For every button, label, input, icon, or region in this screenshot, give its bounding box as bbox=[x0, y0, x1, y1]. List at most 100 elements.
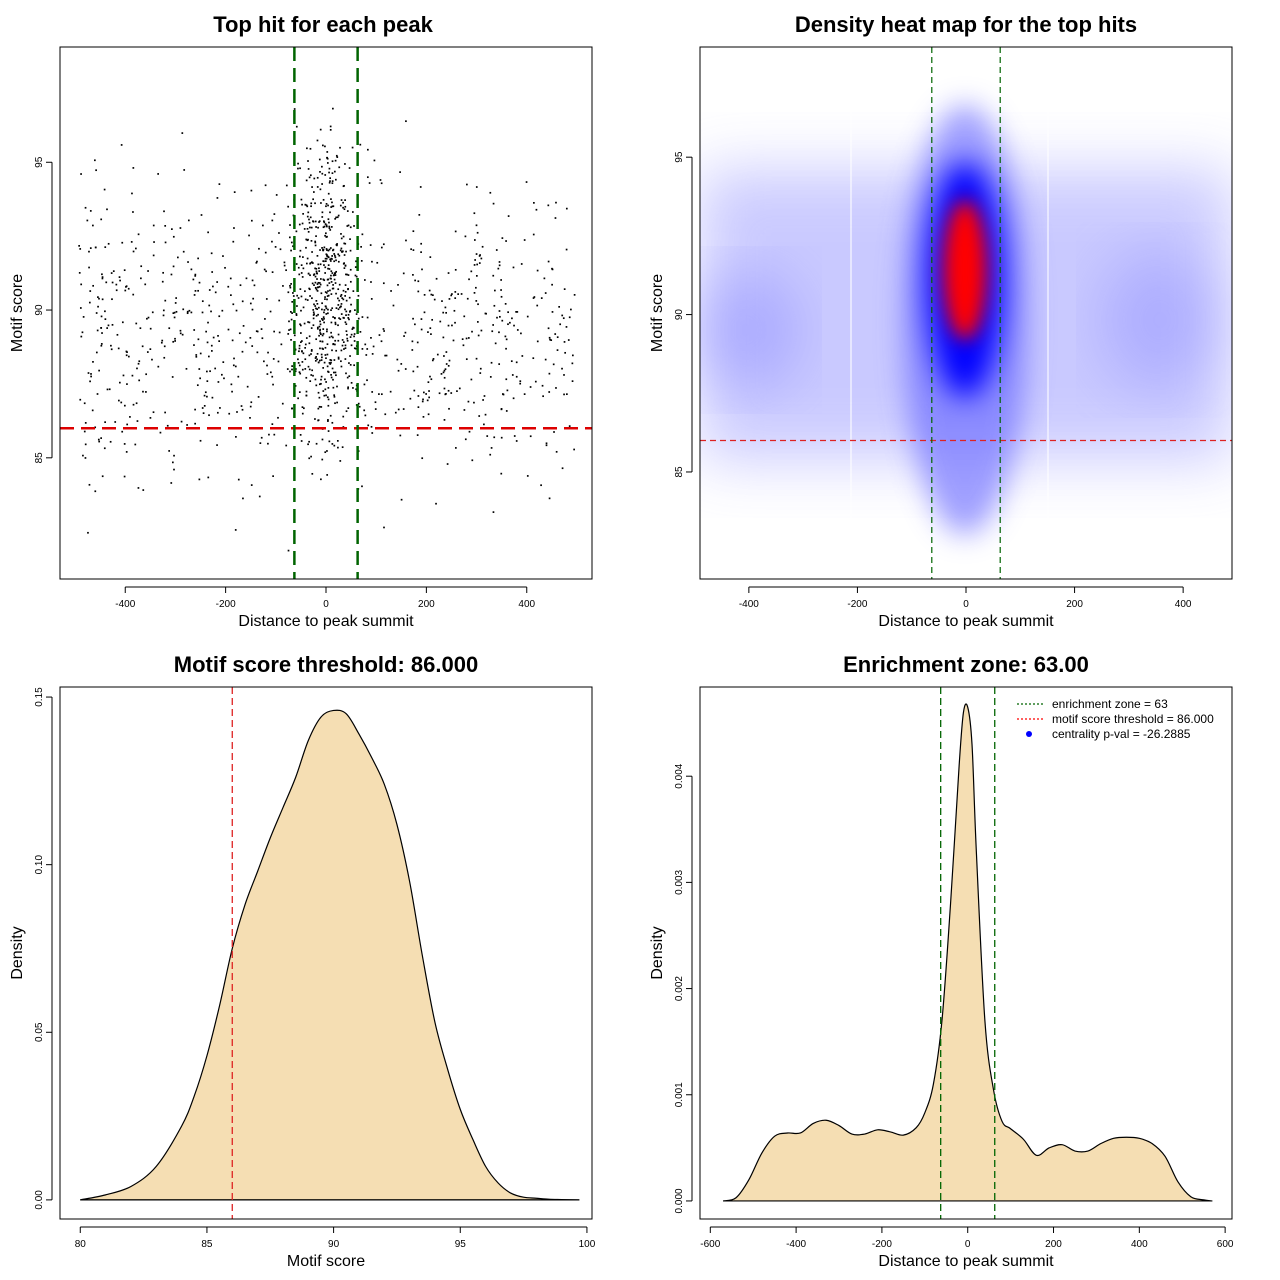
scatter-point bbox=[340, 360, 342, 363]
scatter-point bbox=[325, 307, 328, 310]
scatter-point bbox=[327, 308, 329, 311]
scatter-point bbox=[126, 423, 129, 426]
scatter-point bbox=[418, 214, 421, 216]
scatter-point bbox=[344, 308, 346, 311]
distance-density-y-tick-label: 0.000 bbox=[674, 1188, 685, 1213]
scatter-point bbox=[337, 297, 339, 300]
scatter-point bbox=[315, 270, 318, 273]
scatter-point bbox=[337, 446, 339, 449]
heatmap-x-tick-label: 400 bbox=[1175, 599, 1192, 610]
scatter-point bbox=[304, 368, 307, 370]
scatter-point bbox=[211, 271, 214, 273]
scatter-point bbox=[347, 317, 350, 319]
scatter-plot-frame bbox=[59, 46, 593, 580]
scatter-point bbox=[273, 433, 276, 436]
scatter-point bbox=[353, 225, 355, 227]
scatter-point bbox=[382, 328, 385, 330]
scatter-point bbox=[127, 355, 130, 358]
scatter-point bbox=[328, 362, 331, 364]
scatter-point bbox=[327, 264, 330, 266]
scatter-x-label: Distance to peak summit bbox=[238, 613, 414, 630]
scatter-point bbox=[122, 374, 125, 377]
scatter-point bbox=[328, 227, 331, 230]
scatter-point bbox=[110, 272, 113, 274]
score-density-x-tick-label: 100 bbox=[579, 1239, 596, 1250]
scatter-point bbox=[505, 347, 507, 350]
scatter-point bbox=[329, 258, 331, 261]
scatter-point bbox=[349, 280, 352, 283]
scatter-point bbox=[360, 260, 363, 262]
scatter-point bbox=[121, 241, 124, 244]
scatter-point bbox=[307, 443, 309, 446]
scatter-point bbox=[328, 171, 330, 174]
scatter-point bbox=[100, 344, 103, 347]
scatter-point bbox=[355, 388, 357, 391]
scatter-point bbox=[322, 316, 325, 318]
scatter-point bbox=[473, 212, 476, 215]
scatter-point bbox=[315, 307, 317, 310]
scatter-point bbox=[345, 310, 348, 313]
scatter-point bbox=[316, 283, 319, 285]
scatter-point bbox=[231, 339, 234, 342]
scatter-point bbox=[172, 340, 175, 343]
scatter-point bbox=[454, 297, 457, 299]
scatter-point bbox=[78, 272, 81, 274]
scatter-point bbox=[336, 401, 338, 404]
scatter-point bbox=[447, 364, 450, 367]
scatter-point bbox=[187, 261, 189, 263]
scatter-point bbox=[361, 348, 364, 350]
scatter-point bbox=[432, 358, 435, 360]
scatter-point bbox=[350, 333, 353, 336]
scatter-point bbox=[234, 365, 237, 368]
scatter-point bbox=[334, 282, 337, 284]
scatter-point bbox=[536, 269, 539, 272]
scatter-point bbox=[319, 323, 322, 326]
scatter-point bbox=[551, 267, 553, 270]
scatter-point bbox=[290, 318, 293, 321]
scatter-point bbox=[529, 386, 532, 388]
scatter-point bbox=[321, 302, 323, 305]
scatter-point bbox=[563, 288, 566, 290]
scatter-point bbox=[315, 235, 317, 237]
scatter-point bbox=[425, 393, 427, 395]
scatter-point bbox=[230, 383, 233, 386]
scatter-point bbox=[179, 227, 182, 229]
scatter-point bbox=[339, 295, 342, 298]
scatter-point bbox=[326, 157, 329, 160]
scatter-point bbox=[364, 343, 367, 346]
scatter-point bbox=[251, 279, 254, 282]
scatter-point bbox=[208, 414, 210, 417]
scatter-point bbox=[285, 184, 288, 187]
scatter-point bbox=[261, 337, 264, 340]
scatter-point bbox=[325, 203, 328, 205]
scatter-point bbox=[344, 284, 347, 286]
scatter-point bbox=[327, 370, 329, 373]
scatter-point bbox=[509, 321, 511, 324]
scatter-point bbox=[234, 529, 237, 531]
scatter-point bbox=[326, 365, 329, 368]
scatter-point bbox=[347, 386, 349, 389]
scatter-point bbox=[523, 239, 526, 241]
scatter-point bbox=[204, 391, 207, 394]
scatter-point bbox=[521, 355, 524, 357]
scatter-point bbox=[327, 398, 330, 401]
scatter-point bbox=[293, 334, 296, 337]
scatter-point bbox=[551, 283, 553, 286]
scatter-point bbox=[192, 278, 195, 281]
scatter-point bbox=[486, 435, 489, 437]
scatter-point bbox=[164, 411, 166, 414]
scatter-point bbox=[96, 393, 99, 395]
scatter-point bbox=[101, 276, 104, 278]
scatter-point bbox=[106, 208, 108, 211]
scatter-point bbox=[306, 299, 309, 301]
scatter-point bbox=[251, 308, 254, 311]
scatter-point bbox=[526, 475, 529, 477]
scatter-point bbox=[357, 294, 360, 297]
scatter-point bbox=[232, 364, 235, 367]
scatter-point bbox=[431, 318, 434, 321]
scatter-point bbox=[427, 381, 430, 384]
scatter-point bbox=[463, 315, 466, 318]
scatter-point bbox=[298, 273, 301, 276]
scatter-point bbox=[299, 167, 301, 170]
scatter-point bbox=[201, 311, 204, 314]
